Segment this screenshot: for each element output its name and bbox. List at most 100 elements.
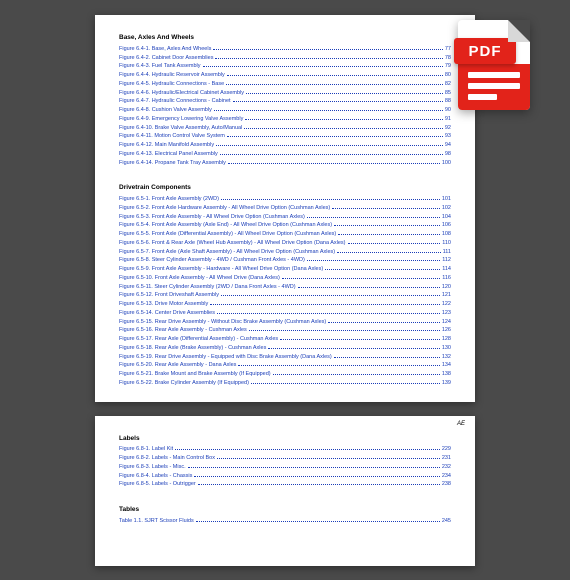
toc-leader-dots bbox=[307, 217, 440, 218]
toc-entry-page: 121 bbox=[442, 291, 451, 299]
toc-entry-page: 93 bbox=[445, 132, 451, 140]
toc-leader-dots bbox=[268, 348, 439, 349]
toc-entry[interactable]: Figure 6.5-18. Rear Axle (Brake Assembly… bbox=[119, 344, 451, 352]
toc-leader-dots bbox=[249, 330, 440, 331]
toc-entry-label: Figure 6.5-7. Front Axle (Axle Shaft Ass… bbox=[119, 248, 335, 256]
toc-leader-dots bbox=[337, 252, 441, 253]
section-heading: Base, Axles And Wheels bbox=[119, 33, 451, 43]
toc-leader-dots bbox=[210, 304, 440, 305]
toc-entry[interactable]: Figure 6.5-4. Front Axle Assembly (Axle … bbox=[119, 221, 451, 229]
toc-entry-label: Figure 6.4-14. Propane Tank Tray Assembl… bbox=[119, 159, 226, 167]
toc-entry[interactable]: Figure 6.5-8. Steer Cylinder Assembly - … bbox=[119, 256, 451, 264]
section-heading: Drivetrain Components bbox=[119, 183, 451, 193]
toc-entry[interactable]: Figure 6.5-7. Front Axle (Axle Shaft Ass… bbox=[119, 248, 451, 256]
toc-entry[interactable]: Table 1.1. SJRT Scissor Fluids245 bbox=[119, 517, 451, 525]
toc-entry[interactable]: Figure 6.5-11. Steer Cylinder Assembly (… bbox=[119, 283, 451, 291]
toc-entry[interactable]: Figure 6.4-8. Cushion Valve Assembly 90 bbox=[119, 106, 451, 114]
toc-leader-dots bbox=[328, 322, 440, 323]
toc-entry[interactable]: Figure 6.5-21. Brake Mount and Brake Ass… bbox=[119, 370, 451, 378]
toc-leader-dots bbox=[307, 260, 440, 261]
toc-entry[interactable]: Figure 6.5-19. Rear Drive Assembly - Equ… bbox=[119, 353, 451, 361]
toc-entry-page: 229 bbox=[442, 445, 451, 453]
toc-entry[interactable]: Figure 6.4-3. Fuel Tank Assembly79 bbox=[119, 62, 451, 70]
toc-entry[interactable]: Figure 6.4-6. Hydraulic/Electrical Cabin… bbox=[119, 89, 451, 97]
toc-entry[interactable]: Figure 6.8-5. Labels - Outrigger238 bbox=[119, 480, 451, 488]
toc-entry[interactable]: Figure 6.8-1. Label Kit229 bbox=[119, 445, 451, 453]
toc-entry-page: 139 bbox=[442, 379, 451, 387]
toc-entry-page: 106 bbox=[442, 221, 451, 229]
pdf-icon-lines bbox=[458, 64, 530, 110]
toc-entry[interactable]: Figure 6.4-13. Electrical Panel Assembly… bbox=[119, 150, 451, 158]
toc-entry[interactable]: Figure 6.4-10. Brake Valve Assembly, Aut… bbox=[119, 124, 451, 132]
toc-entry[interactable]: Figure 6.5-15. Rear Drive Assembly - Wit… bbox=[119, 318, 451, 326]
toc-entry-label: Figure 6.8-4. Labels - Chassis bbox=[119, 472, 192, 480]
toc-entry[interactable]: Figure 6.4-12. Main Manifold Assembly94 bbox=[119, 141, 451, 149]
toc-entry-page: 80 bbox=[445, 71, 451, 79]
toc-entry-page: 128 bbox=[442, 335, 451, 343]
toc-entry-label: Figure 6.5-1. Front Axle Assembly (2WD) bbox=[119, 195, 219, 203]
toc-entry[interactable]: Figure 6.8-4. Labels - Chassis234 bbox=[119, 472, 451, 480]
toc-leader-dots bbox=[188, 467, 440, 468]
toc-entry[interactable]: Figure 6.4-14. Propane Tank Tray Assembl… bbox=[119, 159, 451, 167]
toc-leader-dots bbox=[238, 365, 439, 366]
toc-entry-label: Figure 6.5-13. Drive Motor Assembly bbox=[119, 300, 208, 308]
toc-entry-page: 101 bbox=[442, 195, 451, 203]
toc-entry-label: Figure 6.5-8. Steer Cylinder Assembly - … bbox=[119, 256, 305, 264]
toc-entry[interactable]: Figure 6.8-2. Labels - Main Control Box2… bbox=[119, 454, 451, 462]
toc-leader-dots bbox=[220, 154, 443, 155]
toc-entry[interactable]: Figure 6.5-22. Brake Cylinder Assembly (… bbox=[119, 379, 451, 387]
page-stack: Base, Axles And Wheels Figure 6.4-1. Base… bbox=[95, 15, 475, 580]
toc-entry-label: Figure 6.4-11. Motion Control Valve Syst… bbox=[119, 132, 225, 140]
toc-entry[interactable]: Figure 6.5-2. Front Axle Hardware Assemb… bbox=[119, 204, 451, 212]
pdf-icon-label: PDF bbox=[454, 38, 516, 64]
toc-entry-page: 98 bbox=[445, 150, 451, 158]
toc-entry-label: Figure 6.5-2. Front Axle Hardware Assemb… bbox=[119, 204, 330, 212]
toc-entry-page: 126 bbox=[442, 326, 451, 334]
toc-entry[interactable]: Figure 6.5-10. Front Axle Assembly - All… bbox=[119, 274, 451, 282]
toc-entry-label: Figure 6.5-12. Front Driveshaft Assembly bbox=[119, 291, 219, 299]
toc-entry[interactable]: Figure 6.4-11. Motion Control Valve Syst… bbox=[119, 132, 451, 140]
toc-entry-label: Figure 6.4-8. Cushion Valve Assembly bbox=[119, 106, 212, 114]
toc-entry-page: 116 bbox=[442, 274, 451, 282]
toc-entry-page: 90 bbox=[445, 106, 451, 114]
toc-leader-dots bbox=[196, 521, 440, 522]
toc-leader-dots bbox=[244, 128, 443, 129]
toc-leader-dots bbox=[213, 49, 443, 50]
toc-entry-page: 78 bbox=[445, 54, 451, 62]
toc-entry[interactable]: Figure 6.5-9. Front Axle Assembly - Hard… bbox=[119, 265, 451, 273]
document-page-1: Base, Axles And Wheels Figure 6.4-1. Base… bbox=[95, 15, 475, 402]
toc-entry-label: Figure 6.4-13. Electrical Panel Assembly bbox=[119, 150, 218, 158]
section-heading: Tables bbox=[119, 505, 451, 515]
toc-entry-label: Figure 6.4-4. Hydraulic Reservoir Assemb… bbox=[119, 71, 225, 79]
toc-entry[interactable]: Figure 6.4-2. Cabinet Door Assemblies78 bbox=[119, 54, 451, 62]
toc-entry[interactable]: Figure 6.4-5. Hydraulic Connections - Ba… bbox=[119, 80, 451, 88]
toc-entry[interactable]: Figure 6.5-14. Center Drive Assemblies12… bbox=[119, 309, 451, 317]
toc-leader-dots bbox=[227, 75, 443, 76]
toc-entry-label: Figure 6.5-4. Front Axle Assembly (Axle … bbox=[119, 221, 332, 229]
toc-entry-label: Figure 6.5-17. Rear Axle (Differential A… bbox=[119, 335, 278, 343]
toc-entry[interactable]: Figure 6.5-16. Rear Axle Assembly - Cush… bbox=[119, 326, 451, 334]
toc-entry[interactable]: Figure 6.4-7. Hydraulic Connections - Ca… bbox=[119, 97, 451, 105]
toc-entry[interactable]: Figure 6.5-6. Front & Rear Axle (Wheel H… bbox=[119, 239, 451, 247]
toc-entry[interactable]: Figure 6.5-17. Rear Axle (Differential A… bbox=[119, 335, 451, 343]
toc-entry[interactable]: Figure 6.5-12. Front Driveshaft Assembly… bbox=[119, 291, 451, 299]
section-heading: Labels bbox=[119, 434, 451, 444]
toc-entry-page: 120 bbox=[442, 283, 451, 291]
toc-entry[interactable]: Figure 6.5-13. Drive Motor Assembly122 bbox=[119, 300, 451, 308]
toc-entry[interactable]: Figure 6.5-20. Rear Axle Assembly - Dana… bbox=[119, 361, 451, 369]
toc-entry[interactable]: Figure 6.4-9. Emergency Lowering Valve A… bbox=[119, 115, 451, 123]
toc-entry-page: 77 bbox=[445, 45, 451, 53]
toc-entry-page: 124 bbox=[442, 318, 451, 326]
toc-entry[interactable]: Figure 6.5-3. Front Axle Assembly - All … bbox=[119, 213, 451, 221]
toc-entry[interactable]: Figure 6.4-4. Hydraulic Reservoir Assemb… bbox=[119, 71, 451, 79]
toc-entry-page: 102 bbox=[442, 204, 451, 212]
toc-entry-page: 110 bbox=[442, 239, 451, 247]
toc-leader-dots bbox=[217, 313, 440, 314]
toc-entry[interactable]: Figure 6.4-1. Base, Axles And Wheels77 bbox=[119, 45, 451, 53]
toc-entry-label: Figure 6.5-16. Rear Axle Assembly - Cush… bbox=[119, 326, 247, 334]
page-number: AE bbox=[457, 420, 465, 429]
toc-entry[interactable]: Figure 6.5-5. Front Axle (Differential A… bbox=[119, 230, 451, 238]
toc-entry[interactable]: Figure 6.8-3. Labels - Misc.232 bbox=[119, 463, 451, 471]
toc-entry[interactable]: Figure 6.5-1. Front Axle Assembly (2WD) 1… bbox=[119, 195, 451, 203]
pdf-file-icon[interactable]: PDF bbox=[458, 20, 530, 110]
